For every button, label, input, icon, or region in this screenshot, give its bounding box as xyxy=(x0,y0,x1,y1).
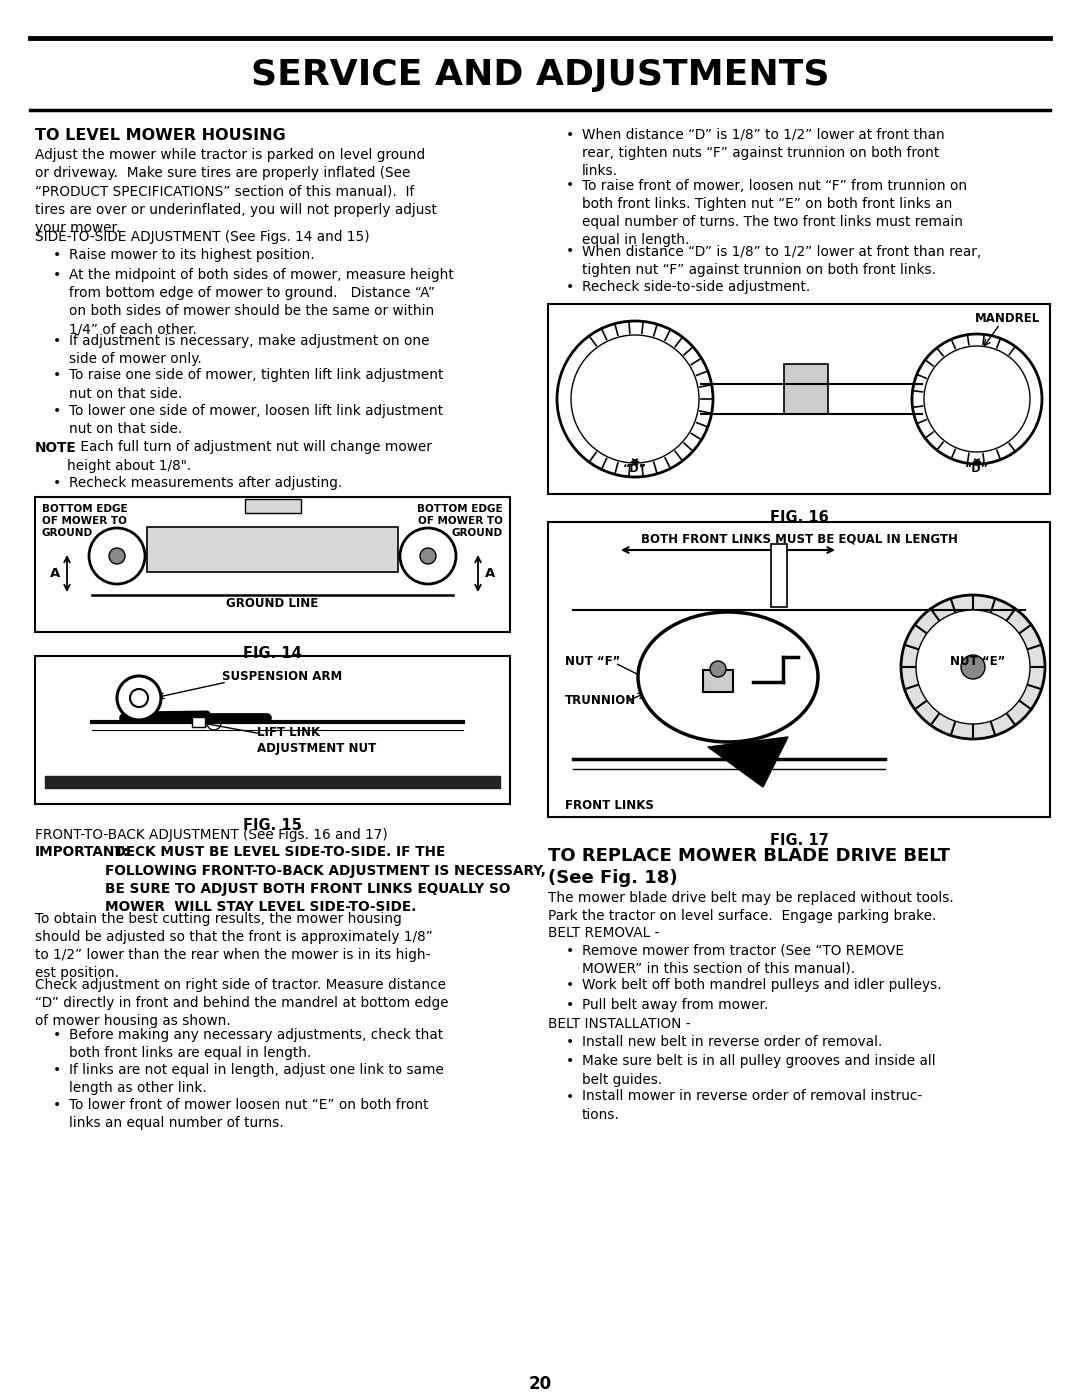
Text: •: • xyxy=(566,1055,575,1069)
Text: The mower blade drive belt may be replaced without tools.
Park the tractor on le: The mower blade drive belt may be replac… xyxy=(548,891,954,923)
Text: 20: 20 xyxy=(528,1375,552,1393)
Text: “D”: “D” xyxy=(623,464,647,474)
Text: •: • xyxy=(53,475,62,489)
Bar xyxy=(147,527,399,571)
Text: Install new belt in reverse order of removal.: Install new belt in reverse order of rem… xyxy=(582,1035,882,1049)
Text: TO REPLACE MOWER BLADE DRIVE BELT: TO REPLACE MOWER BLADE DRIVE BELT xyxy=(548,847,950,865)
Text: Adjust the mower while tractor is parked on level ground
or driveway.  Make sure: Adjust the mower while tractor is parked… xyxy=(35,148,437,235)
Text: When distance “D” is 1/8” to 1/2” lower at front than rear,
tighten nut “F” agai: When distance “D” is 1/8” to 1/2” lower … xyxy=(582,244,982,277)
Text: •: • xyxy=(53,1063,62,1077)
Text: Recheck side-to-side adjustment.: Recheck side-to-side adjustment. xyxy=(582,279,810,293)
Text: GROUND LINE: GROUND LINE xyxy=(227,597,319,610)
Text: FIG. 15: FIG. 15 xyxy=(243,819,302,833)
Text: A: A xyxy=(50,567,60,580)
Text: Check adjustment on right side of tractor. Measure distance
“D” directly in fron: Check adjustment on right side of tracto… xyxy=(35,978,448,1028)
Text: Make sure belt is in all pulley grooves and inside all
belt guides.: Make sure belt is in all pulley grooves … xyxy=(582,1055,935,1087)
Text: To obtain the best cutting results, the mower housing
should be adjusted so that: To obtain the best cutting results, the … xyxy=(35,911,433,981)
Bar xyxy=(192,717,205,726)
Text: To lower front of mower loosen nut “E” on both front
links an equal number of tu: To lower front of mower loosen nut “E” o… xyxy=(69,1098,429,1130)
Bar xyxy=(244,499,300,513)
Ellipse shape xyxy=(638,612,818,742)
Circle shape xyxy=(420,548,436,564)
Text: FRONT LINKS: FRONT LINKS xyxy=(565,799,653,812)
Text: MANDREL: MANDREL xyxy=(975,312,1040,326)
Text: NUT “F”: NUT “F” xyxy=(565,655,620,668)
Text: •: • xyxy=(53,404,62,418)
Text: Recheck measurements after adjusting.: Recheck measurements after adjusting. xyxy=(69,475,342,489)
Text: TRUNNION: TRUNNION xyxy=(565,694,636,707)
Text: At the midpoint of both sides of mower, measure height
from bottom edge of mower: At the midpoint of both sides of mower, … xyxy=(69,267,454,337)
Bar xyxy=(784,365,828,414)
Circle shape xyxy=(117,676,161,719)
Text: :  Each full turn of adjustment nut will change mower
height about 1/8".: : Each full turn of adjustment nut will … xyxy=(67,440,432,472)
Text: Raise mower to its highest position.: Raise mower to its highest position. xyxy=(69,249,314,263)
Text: •: • xyxy=(53,267,62,282)
Text: •: • xyxy=(53,334,62,348)
Text: To lower one side of mower, loosen lift link adjustment
nut on that side.: To lower one side of mower, loosen lift … xyxy=(69,404,443,436)
Bar xyxy=(548,522,1050,817)
Text: BOTTOM EDGE
OF MOWER TO
GROUND: BOTTOM EDGE OF MOWER TO GROUND xyxy=(417,504,503,538)
Bar xyxy=(771,543,787,608)
Bar xyxy=(35,657,510,805)
Text: •: • xyxy=(53,249,62,263)
Bar xyxy=(548,305,1050,495)
Text: •: • xyxy=(566,978,575,992)
Polygon shape xyxy=(708,738,788,787)
Text: Install mower in reverse order of removal instruc-
tions.: Install mower in reverse order of remova… xyxy=(582,1090,922,1122)
Text: If adjustment is necessary, make adjustment on one
side of mower only.: If adjustment is necessary, make adjustm… xyxy=(69,334,430,366)
Text: BELT INSTALLATION -: BELT INSTALLATION - xyxy=(548,1017,690,1031)
Text: A: A xyxy=(485,567,495,580)
Text: •: • xyxy=(53,1098,62,1112)
Text: SERVICE AND ADJUSTMENTS: SERVICE AND ADJUSTMENTS xyxy=(251,59,829,92)
Text: NUT “E”: NUT “E” xyxy=(950,655,1005,668)
Text: •: • xyxy=(566,244,575,258)
Text: “D”: “D” xyxy=(966,464,989,474)
Text: Before making any necessary adjustments, check that
both front links are equal i: Before making any necessary adjustments,… xyxy=(69,1028,443,1060)
Text: •: • xyxy=(566,1035,575,1049)
Text: •: • xyxy=(53,369,62,383)
Circle shape xyxy=(710,661,726,678)
Text: TO LEVEL MOWER HOUSING: TO LEVEL MOWER HOUSING xyxy=(35,129,286,142)
Text: To raise one side of mower, tighten lift link adjustment
nut on that side.: To raise one side of mower, tighten lift… xyxy=(69,369,444,401)
Text: NOTE: NOTE xyxy=(35,440,77,454)
Text: •: • xyxy=(53,1028,62,1042)
Text: Pull belt away from mower.: Pull belt away from mower. xyxy=(582,997,768,1011)
Text: DECK MUST BE LEVEL SIDE-TO-SIDE. IF THE
FOLLOWING FRONT-TO-BACK ADJUSTMENT IS NE: DECK MUST BE LEVEL SIDE-TO-SIDE. IF THE … xyxy=(105,845,545,914)
Text: To raise front of mower, loosen nut “F” from trunnion on
both front links. Tight: To raise front of mower, loosen nut “F” … xyxy=(582,179,967,247)
Text: •: • xyxy=(566,179,575,193)
Text: FIG. 16: FIG. 16 xyxy=(770,510,828,525)
Text: If links are not equal in length, adjust one link to same
length as other link.: If links are not equal in length, adjust… xyxy=(69,1063,444,1095)
Text: When distance “D” is 1/8” to 1/2” lower at front than
rear, tighten nuts “F” aga: When distance “D” is 1/8” to 1/2” lower … xyxy=(582,129,945,179)
Circle shape xyxy=(916,610,1030,724)
Text: FRONT-TO-BACK ADJUSTMENT (See Figs. 16 and 17): FRONT-TO-BACK ADJUSTMENT (See Figs. 16 a… xyxy=(35,828,388,842)
Text: •: • xyxy=(566,279,575,293)
Circle shape xyxy=(961,655,985,679)
Text: BOTH FRONT LINKS MUST BE EQUAL IN LENGTH: BOTH FRONT LINKS MUST BE EQUAL IN LENGTH xyxy=(640,532,958,545)
Circle shape xyxy=(901,595,1045,739)
Text: Work belt off both mandrel pulleys and idler pulleys.: Work belt off both mandrel pulleys and i… xyxy=(582,978,942,992)
Text: FIG. 17: FIG. 17 xyxy=(770,833,828,848)
Text: Remove mower from tractor (See “TO REMOVE
MOWER” in this section of this manual): Remove mower from tractor (See “TO REMOV… xyxy=(582,943,904,975)
Text: BOTTOM EDGE
OF MOWER TO
GROUND: BOTTOM EDGE OF MOWER TO GROUND xyxy=(42,504,127,538)
Text: •: • xyxy=(566,1090,575,1104)
Text: (See Fig. 18): (See Fig. 18) xyxy=(548,869,677,887)
Text: BELT REMOVAL -: BELT REMOVAL - xyxy=(548,926,660,940)
Circle shape xyxy=(89,528,145,584)
Circle shape xyxy=(109,548,125,564)
Text: FIG. 14: FIG. 14 xyxy=(243,645,302,661)
Bar xyxy=(35,497,510,631)
Text: •: • xyxy=(566,129,575,142)
Text: LIFT LINK
ADJUSTMENT NUT: LIFT LINK ADJUSTMENT NUT xyxy=(257,726,376,754)
Text: SIDE-TO-SIDE ADJUSTMENT (See Figs. 14 and 15): SIDE-TO-SIDE ADJUSTMENT (See Figs. 14 an… xyxy=(35,229,369,243)
Text: •: • xyxy=(566,997,575,1011)
Text: •: • xyxy=(566,943,575,957)
Text: SUSPENSION ARM: SUSPENSION ARM xyxy=(222,671,342,683)
Bar xyxy=(703,671,733,692)
Text: IMPORTANT:: IMPORTANT: xyxy=(35,845,130,859)
Circle shape xyxy=(400,528,456,584)
